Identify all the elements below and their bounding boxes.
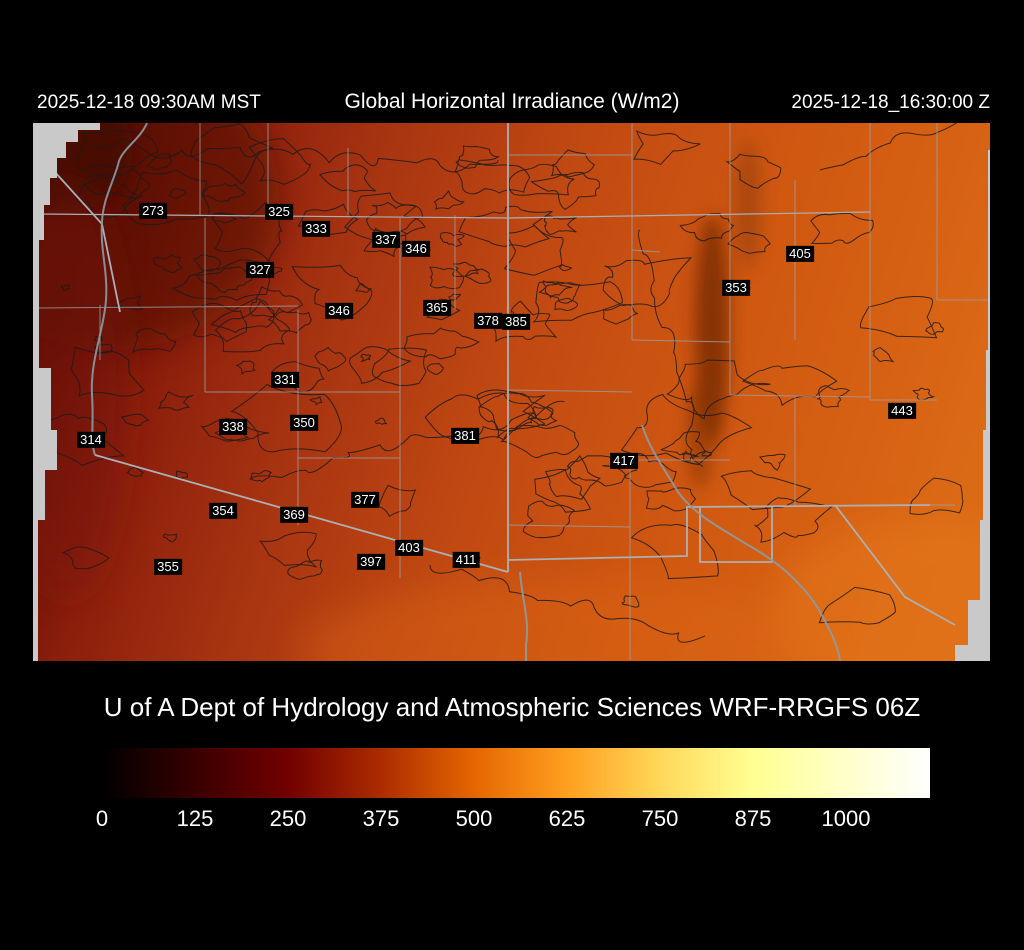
station-value-label: 417: [610, 452, 638, 470]
station-value-label: 353: [722, 279, 750, 297]
san-pedro-river: [519, 571, 529, 661]
colorbar-tick-label: 875: [734, 806, 772, 831]
station-value-label: 377: [351, 491, 379, 509]
colorbar: [102, 748, 930, 798]
footer-title: U of A Dept of Hydrology and Atmospheric…: [103, 692, 921, 722]
se-bright-tint: [770, 520, 990, 661]
station-value-label: 346: [325, 302, 353, 320]
station-value-label: 331: [271, 371, 299, 389]
station-value-label: 346: [402, 240, 430, 258]
station-value-label: 338: [219, 418, 247, 436]
utc-timestamp: 2025-12-18_16:30:00 Z: [791, 92, 990, 113]
colorado-river: [90, 123, 148, 456]
station-value-label: 369: [280, 506, 308, 524]
station-value-label: 350: [290, 414, 318, 432]
colorbar-tick-label: 250: [269, 806, 307, 831]
station-value-label: 273: [139, 202, 167, 220]
station-value-label: 411: [452, 551, 480, 569]
colorbar-tick-label: 0: [95, 806, 109, 831]
station-value-label: 337: [372, 231, 400, 249]
colorbar-tick-label: 1000: [821, 806, 871, 831]
rivers: [90, 123, 841, 661]
colorbar-tick-label: 375: [362, 806, 400, 831]
station-value-label: 378: [474, 312, 502, 330]
shadow-streak-lower: [687, 380, 713, 490]
station-value-label: 355: [154, 558, 182, 576]
colorbar-tick-label: 125: [176, 806, 214, 831]
station-value-label: 381: [451, 427, 479, 445]
station-value-label: 354: [209, 502, 237, 520]
colorbar-tick-label: 500: [455, 806, 493, 831]
terrain-contours: [33, 123, 964, 643]
station-value-label: 397: [357, 553, 385, 571]
plot-title: Global Horizontal Irradiance (W/m2): [344, 90, 680, 113]
south-bright-tint: [300, 580, 820, 661]
station-value-label: 365: [423, 299, 451, 317]
out-of-domain-mask: [33, 123, 990, 661]
west-edge-tint: [33, 180, 128, 600]
station-value-label: 333: [302, 220, 330, 238]
local-timestamp: 2025-12-18 09:30AM MST: [37, 92, 261, 113]
station-value-label: 403: [395, 539, 423, 557]
station-value-label: 325: [265, 203, 293, 221]
station-value-label: 405: [786, 245, 814, 263]
station-value-label: 314: [77, 431, 105, 449]
station-value-label: 443: [888, 402, 916, 420]
rio-grande-river: [641, 424, 841, 661]
station-value-label: 385: [502, 313, 530, 331]
station-value-label: 327: [246, 261, 274, 279]
colorbar-tick-label: 750: [641, 806, 679, 831]
shadow-streak-upper: [735, 140, 761, 270]
colorbar-tick-label: 625: [548, 806, 586, 831]
